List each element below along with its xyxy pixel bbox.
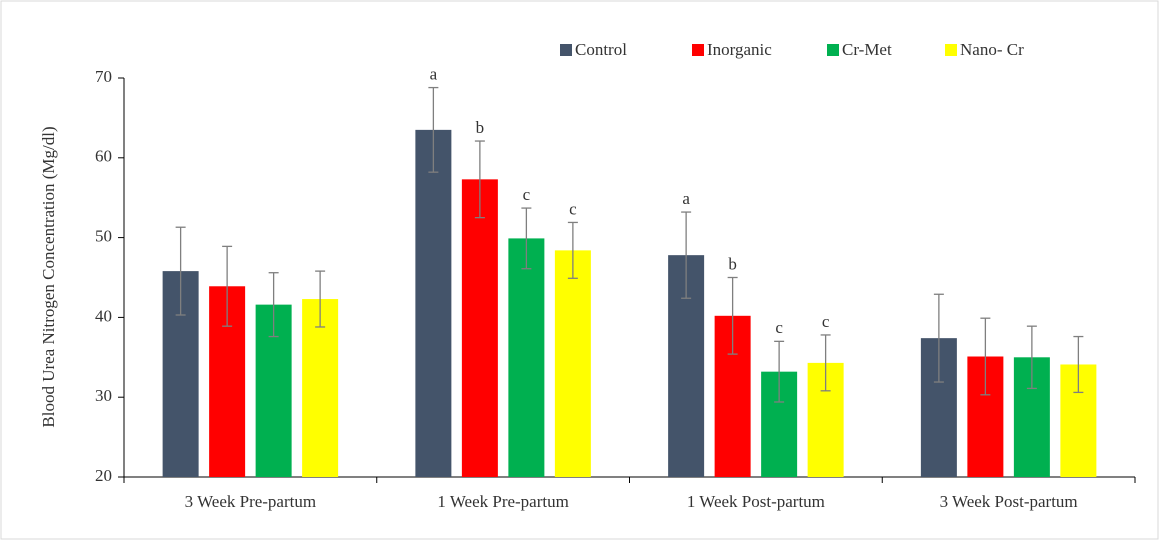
y-tick-label: 30 [95, 386, 112, 405]
error-bar [428, 86, 439, 173]
error-bar [980, 317, 991, 396]
significance-label: c [523, 185, 531, 204]
legend-label: Nano- Cr [960, 40, 1024, 59]
error-bar [1026, 325, 1037, 390]
error-bar [175, 226, 186, 316]
legend-label: Cr-Met [842, 40, 892, 59]
x-tick-label: 3 Week Pre-partum [185, 492, 316, 511]
legend-swatch [560, 44, 572, 56]
y-tick-label: 60 [95, 147, 112, 166]
y-axis-label: Blood Urea Nitrogen Concentration (Mg/dl… [39, 126, 58, 427]
significance-label: b [728, 254, 737, 273]
error-bar [933, 293, 944, 383]
error-bar [315, 270, 326, 328]
significance-label: b [476, 118, 485, 137]
significance-label: a [430, 64, 438, 83]
legend-swatch [945, 44, 957, 56]
x-tick-label: 1 Week Pre-partum [437, 492, 568, 511]
y-tick-label: 70 [95, 67, 112, 86]
error-bar [222, 245, 233, 327]
bar [554, 250, 591, 477]
significance-label: c [822, 312, 830, 331]
legend-label: Control [575, 40, 627, 59]
error-bar [474, 140, 485, 219]
error-bar [521, 207, 532, 270]
x-tick-label: 1 Week Post-partum [687, 492, 825, 511]
significance-label: a [682, 189, 690, 208]
significance-label: c [569, 199, 577, 218]
error-bar [727, 276, 738, 355]
error-bar [774, 340, 785, 403]
significance-label: c [775, 318, 783, 337]
bar [461, 179, 498, 477]
error-bar [681, 211, 692, 299]
y-tick-label: 40 [95, 306, 112, 325]
bar [415, 129, 452, 477]
y-tick-label: 50 [95, 227, 112, 246]
bar [302, 299, 339, 477]
x-tick-label: 3 Week Post-partum [940, 492, 1078, 511]
bar [508, 238, 545, 477]
legend-swatch [827, 44, 839, 56]
error-bar [1073, 335, 1084, 394]
legend-label: Inorganic [707, 40, 772, 59]
error-bar [820, 334, 831, 392]
legend-swatch [692, 44, 704, 56]
error-bar [268, 272, 279, 338]
error-bar [567, 221, 578, 279]
y-tick-label: 20 [95, 466, 112, 485]
